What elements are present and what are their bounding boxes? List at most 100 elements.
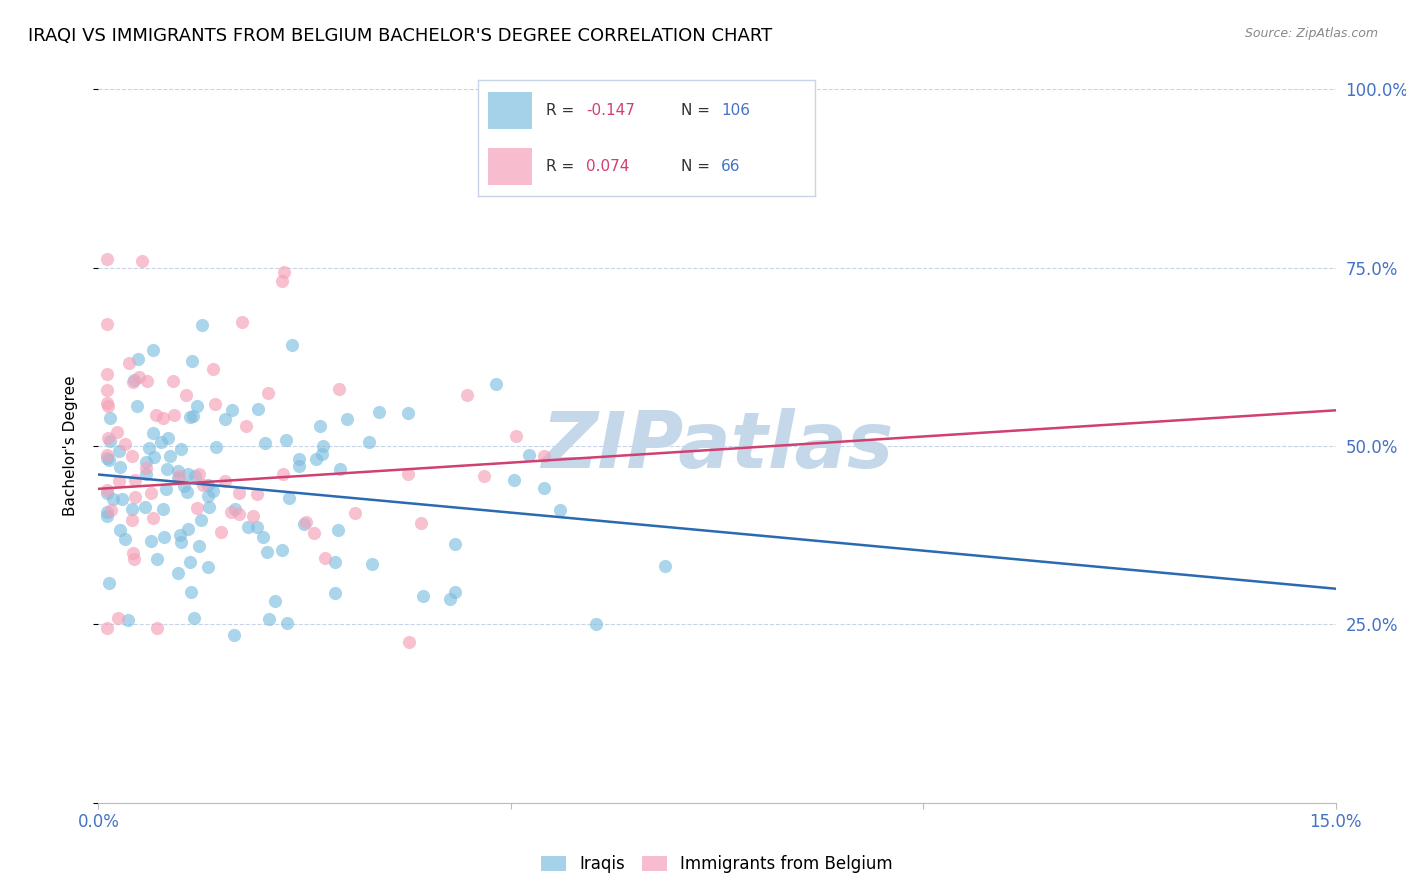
Point bbox=[179, 409, 201, 424]
Point bbox=[533, 449, 555, 463]
Point bbox=[329, 462, 352, 476]
Point bbox=[121, 450, 143, 464]
Point bbox=[224, 502, 246, 516]
Point bbox=[153, 530, 176, 544]
Point bbox=[246, 520, 269, 534]
Point bbox=[274, 433, 297, 447]
Point bbox=[107, 475, 129, 489]
Point bbox=[152, 502, 174, 516]
Point bbox=[187, 539, 209, 553]
Point bbox=[167, 566, 190, 581]
Point bbox=[264, 594, 287, 608]
Point bbox=[173, 479, 195, 493]
Point bbox=[181, 353, 204, 368]
Point bbox=[214, 412, 236, 426]
Point bbox=[188, 467, 211, 481]
Point bbox=[128, 370, 150, 384]
Bar bbox=[488, 92, 531, 129]
Point bbox=[412, 589, 434, 603]
Text: -0.147: -0.147 bbox=[586, 103, 636, 118]
Point bbox=[145, 408, 167, 422]
Point bbox=[257, 386, 280, 401]
Point bbox=[505, 428, 527, 442]
Point bbox=[96, 505, 118, 519]
Point bbox=[197, 500, 219, 514]
Point bbox=[135, 455, 157, 469]
Point bbox=[167, 464, 190, 478]
Point bbox=[162, 375, 184, 389]
Point bbox=[302, 526, 325, 541]
Point bbox=[138, 441, 160, 455]
Point bbox=[145, 552, 167, 566]
Point bbox=[179, 555, 201, 569]
Point bbox=[228, 508, 250, 522]
Point bbox=[186, 400, 208, 414]
Point bbox=[191, 477, 214, 491]
Point bbox=[121, 513, 143, 527]
Point bbox=[314, 550, 336, 565]
Text: IRAQI VS IMMIGRANTS FROM BELGIUM BACHELOR'S DEGREE CORRELATION CHART: IRAQI VS IMMIGRANTS FROM BELGIUM BACHELO… bbox=[28, 27, 772, 45]
Point bbox=[100, 503, 122, 517]
Point bbox=[336, 412, 359, 426]
Point bbox=[197, 478, 219, 492]
Text: 66: 66 bbox=[721, 159, 741, 174]
Point bbox=[517, 448, 540, 462]
Point bbox=[183, 611, 205, 625]
Point bbox=[228, 485, 250, 500]
Point bbox=[96, 486, 118, 500]
Point bbox=[271, 467, 294, 482]
Point bbox=[118, 356, 141, 370]
Text: ZIPatlas: ZIPatlas bbox=[541, 408, 893, 484]
Point bbox=[273, 265, 295, 279]
Point bbox=[294, 516, 316, 531]
Point bbox=[124, 473, 146, 487]
Point bbox=[152, 411, 174, 425]
Point bbox=[159, 449, 181, 463]
Point bbox=[443, 584, 465, 599]
Point bbox=[183, 409, 205, 423]
Point bbox=[209, 524, 232, 539]
Point bbox=[180, 585, 202, 599]
Point bbox=[96, 621, 118, 635]
Point bbox=[288, 459, 311, 474]
Point bbox=[396, 467, 419, 481]
Point bbox=[163, 408, 186, 422]
Point bbox=[360, 557, 382, 571]
Point bbox=[444, 537, 467, 551]
Point bbox=[323, 555, 346, 569]
Point bbox=[117, 613, 139, 627]
Point bbox=[127, 352, 149, 367]
Point bbox=[146, 621, 169, 635]
Point bbox=[96, 384, 118, 398]
Point bbox=[190, 318, 212, 332]
Point bbox=[242, 508, 264, 523]
Point bbox=[170, 442, 193, 457]
Point bbox=[121, 502, 143, 516]
Point bbox=[96, 396, 118, 410]
Point bbox=[288, 451, 311, 466]
Point bbox=[143, 450, 166, 464]
Point bbox=[110, 523, 132, 537]
Point bbox=[654, 559, 676, 574]
Point bbox=[343, 506, 366, 520]
Point bbox=[503, 473, 526, 487]
Point bbox=[131, 254, 153, 268]
Point bbox=[308, 419, 330, 434]
Point bbox=[108, 460, 131, 475]
Point bbox=[219, 505, 242, 519]
Point bbox=[456, 388, 478, 402]
Point bbox=[176, 484, 198, 499]
Point bbox=[142, 343, 165, 357]
Point bbox=[585, 617, 607, 632]
Point bbox=[149, 434, 172, 449]
Point bbox=[202, 483, 225, 498]
Point bbox=[184, 469, 207, 483]
Point bbox=[252, 530, 274, 544]
Point bbox=[122, 551, 145, 566]
Point bbox=[96, 367, 118, 381]
Text: N =: N = bbox=[681, 159, 714, 174]
Point bbox=[166, 471, 188, 485]
Point bbox=[270, 274, 292, 288]
Point bbox=[127, 399, 149, 413]
Point bbox=[96, 509, 118, 524]
